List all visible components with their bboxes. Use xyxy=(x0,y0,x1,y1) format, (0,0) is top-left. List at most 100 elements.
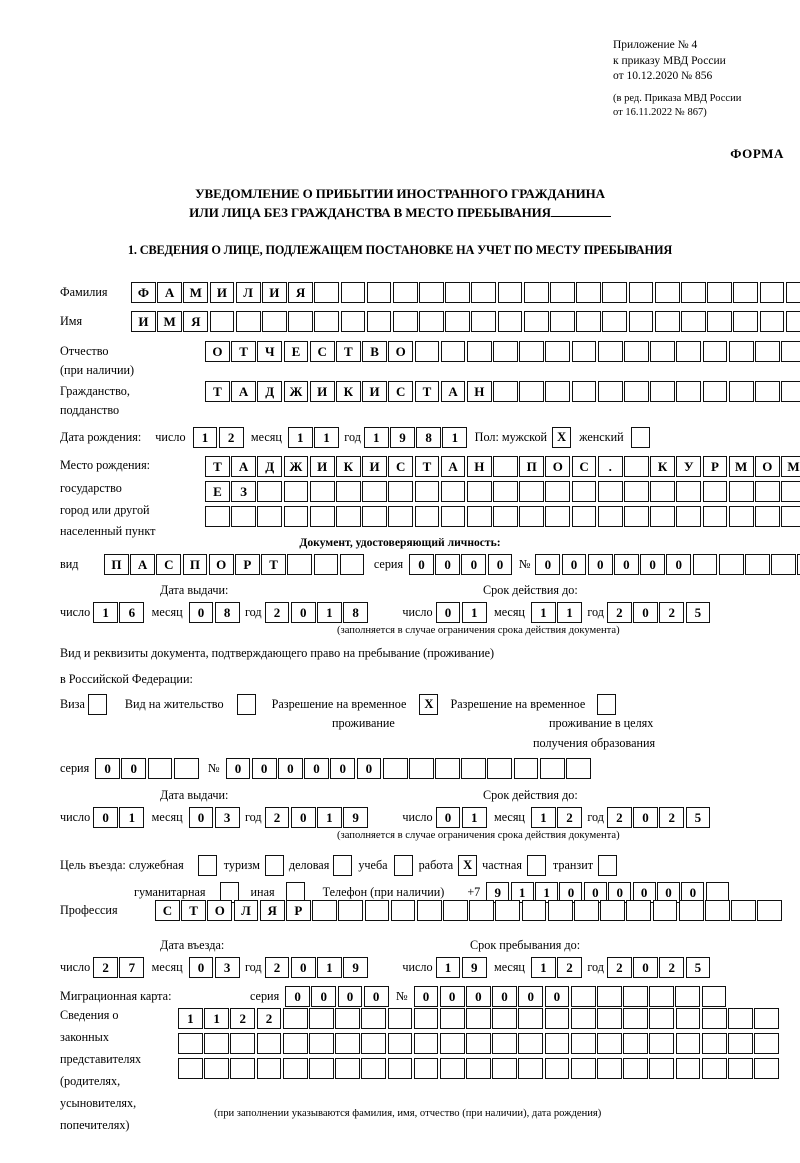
char-box[interactable] xyxy=(439,1058,465,1079)
char-box[interactable] xyxy=(757,900,783,921)
char-box[interactable] xyxy=(623,986,648,1007)
char-box[interactable] xyxy=(204,1058,229,1079)
char-box[interactable] xyxy=(256,1058,282,1079)
char-box[interactable]: У xyxy=(676,456,702,477)
char-box[interactable]: 0 xyxy=(561,554,587,575)
char-box[interactable] xyxy=(597,481,623,502)
char-box[interactable] xyxy=(624,506,649,527)
char-box[interactable] xyxy=(545,481,571,502)
char-box[interactable] xyxy=(283,506,309,527)
char-box[interactable] xyxy=(308,1033,334,1054)
char-box[interactable] xyxy=(754,506,780,527)
char-box[interactable]: 2 xyxy=(557,807,582,828)
char-box[interactable] xyxy=(287,554,313,575)
char-box[interactable]: Л xyxy=(233,900,259,921)
char-box[interactable]: 0 xyxy=(439,986,465,1007)
char-box[interactable] xyxy=(283,481,309,502)
char-box[interactable] xyxy=(461,758,487,779)
char-box[interactable]: М xyxy=(781,456,800,477)
char-box[interactable] xyxy=(649,1058,675,1079)
birthplace-row3-input[interactable] xyxy=(205,506,800,527)
char-box[interactable] xyxy=(519,381,545,402)
char-box[interactable]: И xyxy=(309,381,335,402)
char-box[interactable]: 0 xyxy=(435,554,461,575)
char-box[interactable]: 0 xyxy=(461,554,487,575)
sex-male-checkbox[interactable]: X xyxy=(552,427,572,448)
char-box[interactable]: 0 xyxy=(465,986,491,1007)
char-box[interactable] xyxy=(566,758,591,779)
char-box[interactable]: 1 xyxy=(557,602,582,623)
char-box[interactable]: 1 xyxy=(93,602,119,623)
char-box[interactable]: 2 xyxy=(264,807,290,828)
char-box[interactable]: 0 xyxy=(633,602,658,623)
char-box[interactable] xyxy=(256,1033,282,1054)
char-box[interactable]: Т xyxy=(414,456,440,477)
char-box[interactable] xyxy=(392,311,418,332)
char-box[interactable]: А xyxy=(157,282,182,303)
char-box[interactable] xyxy=(597,341,623,362)
char-box[interactable] xyxy=(413,1033,439,1054)
char-box[interactable] xyxy=(288,311,313,332)
char-box[interactable] xyxy=(759,282,785,303)
char-box[interactable] xyxy=(519,341,545,362)
char-box[interactable]: 1 xyxy=(461,602,487,623)
purpose-service-checkbox[interactable] xyxy=(197,855,217,876)
edu-residence-checkbox[interactable] xyxy=(597,694,617,715)
char-box[interactable] xyxy=(521,900,547,921)
char-box[interactable] xyxy=(466,506,492,527)
char-box[interactable]: 0 xyxy=(121,758,147,779)
char-box[interactable] xyxy=(785,282,800,303)
char-box[interactable] xyxy=(785,311,800,332)
char-box[interactable] xyxy=(718,554,744,575)
char-box[interactable] xyxy=(624,456,649,477)
char-box[interactable]: И xyxy=(261,282,287,303)
char-box[interactable]: С xyxy=(156,554,182,575)
char-box[interactable] xyxy=(340,311,366,332)
char-box[interactable] xyxy=(366,311,392,332)
char-box[interactable] xyxy=(571,341,597,362)
char-box[interactable] xyxy=(675,1058,701,1079)
char-box[interactable] xyxy=(571,381,597,402)
char-box[interactable] xyxy=(547,900,573,921)
char-box[interactable] xyxy=(704,900,730,921)
char-box[interactable] xyxy=(445,282,471,303)
char-box[interactable]: 0 xyxy=(633,957,658,978)
char-box[interactable] xyxy=(513,758,539,779)
char-box[interactable] xyxy=(544,1058,570,1079)
char-box[interactable]: 5 xyxy=(685,807,711,828)
char-box[interactable]: П xyxy=(519,456,545,477)
char-box[interactable] xyxy=(335,1058,360,1079)
purpose-transit-checkbox[interactable] xyxy=(598,855,618,876)
char-box[interactable] xyxy=(309,481,335,502)
char-box[interactable] xyxy=(676,341,702,362)
char-box[interactable] xyxy=(335,481,361,502)
char-box[interactable] xyxy=(313,554,339,575)
char-box[interactable]: 0 xyxy=(640,554,666,575)
char-box[interactable]: Я xyxy=(259,900,285,921)
char-box[interactable]: О xyxy=(388,341,414,362)
representatives-row3-input[interactable] xyxy=(178,1058,780,1079)
char-box[interactable]: 2 xyxy=(659,807,685,828)
char-box[interactable]: З xyxy=(231,481,256,502)
char-box[interactable]: 0 xyxy=(290,957,316,978)
char-box[interactable]: 0 xyxy=(330,758,356,779)
visa-checkbox[interactable] xyxy=(87,694,107,715)
char-box[interactable] xyxy=(754,481,780,502)
char-box[interactable] xyxy=(493,341,518,362)
char-box[interactable]: Е xyxy=(205,481,230,502)
char-box[interactable] xyxy=(392,282,418,303)
char-box[interactable] xyxy=(771,554,796,575)
char-box[interactable]: 2 xyxy=(218,427,244,448)
char-box[interactable]: 1 xyxy=(530,957,556,978)
char-box[interactable] xyxy=(493,506,518,527)
char-box[interactable]: Я xyxy=(288,282,313,303)
char-box[interactable]: 1 xyxy=(316,602,342,623)
char-box[interactable] xyxy=(707,282,732,303)
char-box[interactable] xyxy=(466,1008,491,1029)
char-box[interactable]: 1 xyxy=(530,807,556,828)
char-box[interactable]: 0 xyxy=(681,882,705,903)
